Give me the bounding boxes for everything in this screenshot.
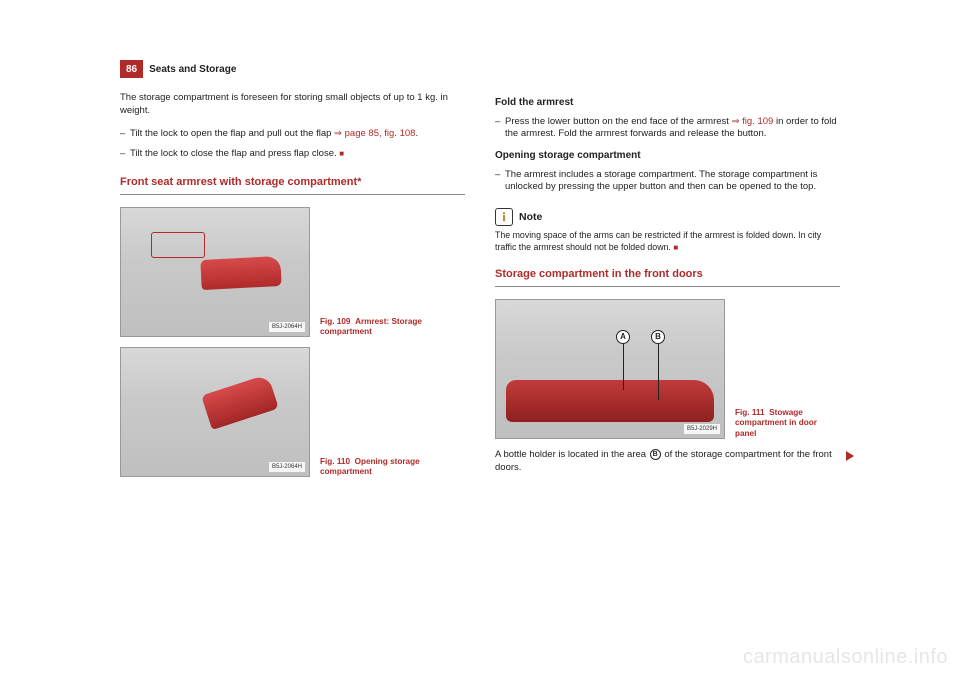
heading-open-storage: Opening storage compartment [495,149,840,163]
left-column: The storage compartment is foreseen for … [120,92,465,487]
watermark: carmanualsonline.info [743,646,948,669]
bullet-text: Tilt the lock to close the flap and pres… [130,148,337,159]
figure-110: B5J-2064H Fig. 110 Opening storage compa… [120,347,465,477]
bullet-close-flap: – Tilt the lock to close the flap and pr… [120,148,465,161]
cross-ref: ⇒ page 85, fig. 108 [334,128,415,139]
figure-111-image: A B B5J-2029H [495,299,725,439]
bullet-dash: – [495,169,505,195]
figure-111-caption: Fig. 111 Stowage compartment in door pan… [735,408,840,439]
figure-109-caption: Fig. 109 Armrest: Storage compartment [320,317,440,338]
bullet-text: . [415,128,418,139]
closing-text: A bottle holder is located in the area B… [495,449,840,475]
divider [495,286,840,287]
figure-110-caption: Fig. 110 Opening storage compartment [320,457,440,478]
continue-arrow-icon [846,451,854,461]
divider [120,194,465,195]
bullet-dash: – [120,148,130,161]
figure-109-image: B5J-2064H [120,207,310,337]
callout-a: A [616,330,630,344]
subhead-armrest: Front seat armrest with storage compartm… [120,175,465,190]
photo-id: B5J-2029H [684,424,720,434]
figure-110-image: B5J-2064H [120,347,310,477]
cross-ref: ⇒ fig. 109 [732,116,774,127]
note-label: Note [519,210,542,224]
bullet-dash: – [120,128,130,141]
heading-fold-armrest: Fold the armrest [495,96,840,110]
callout-b: B [651,330,665,344]
page-header: 86 Seats and Storage [120,60,840,78]
info-icon [495,208,513,226]
bullet-fold-armrest: – Press the lower button on the end face… [495,116,840,142]
figure-109: B5J-2064H Fig. 109 Armrest: Storage comp… [120,207,465,337]
note-header: Note [495,208,840,226]
right-column: Fold the armrest – Press the lower butto… [495,92,840,487]
note-text: The moving space of the arms can be rest… [495,230,840,253]
subhead-door-storage: Storage compartment in the front doors [495,267,840,282]
page-number-badge: 86 [120,60,143,78]
bullet-open-flap: – Tilt the lock to open the flap and pul… [120,128,465,141]
figure-111: A B B5J-2029H Fig. 111 Stowage compartme… [495,299,840,439]
bullet-open-storage: – The armrest includes a storage compart… [495,169,840,195]
section-title: Seats and Storage [143,60,242,78]
inline-callout-b: B [650,449,661,460]
bullet-text: Press the lower button on the end face o… [505,116,732,127]
photo-id: B5J-2064H [269,322,305,332]
end-square-icon: ■ [339,149,344,158]
end-square-icon: ■ [673,243,678,252]
intro-text: The storage compartment is foreseen for … [120,92,465,118]
bullet-text: The armrest includes a storage compartme… [505,169,840,195]
photo-id: B5J-2064H [269,462,305,472]
bullet-text: Tilt the lock to open the flap and pull … [130,128,334,139]
bullet-dash: – [495,116,505,142]
